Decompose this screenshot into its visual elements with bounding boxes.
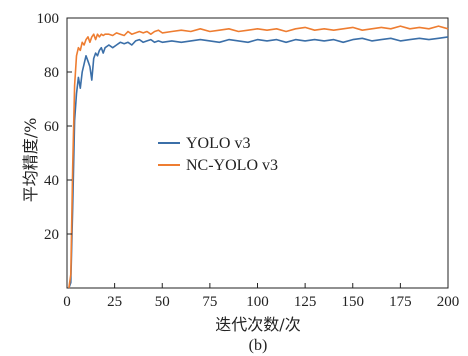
axes-layer: 0 25 50 75 100 125 150 175 200 20 40 60 80 100 xyxy=(37,11,460,310)
x-tick-label: 150 xyxy=(342,294,365,310)
x-tick-label: 125 xyxy=(294,294,317,310)
y-tick-label: 20 xyxy=(44,227,59,243)
x-tick-label: 100 xyxy=(246,294,269,310)
x-tick-label: 50 xyxy=(155,294,170,310)
x-tick-label: 200 xyxy=(437,294,460,310)
legend-label-2: NC-YOLO v3 xyxy=(186,157,278,174)
x-tick-label: 25 xyxy=(107,294,122,310)
x-tick-label: 75 xyxy=(202,294,217,310)
plot-area xyxy=(66,17,449,289)
y-tick-label: 80 xyxy=(44,65,59,81)
series-layer xyxy=(68,25,449,289)
series-line-1 xyxy=(68,36,449,289)
y-tick-label: 100 xyxy=(37,11,60,27)
x-axis-label: 迭代次数/次 xyxy=(215,315,300,334)
plot-frame xyxy=(66,17,449,289)
legend-label-1: YOLO v3 xyxy=(186,135,250,152)
y-tick-label: 60 xyxy=(44,119,59,135)
legend: YOLO v3 NC-YOLO v3 xyxy=(158,135,278,174)
series-line-2 xyxy=(68,25,449,289)
x-tick-label: 175 xyxy=(389,294,412,310)
y-tick-label: 40 xyxy=(44,173,59,189)
x-tick-label: 0 xyxy=(63,294,71,310)
y-axis-label: 平均精度/% xyxy=(21,118,40,203)
panel-label: (b) xyxy=(249,337,268,354)
